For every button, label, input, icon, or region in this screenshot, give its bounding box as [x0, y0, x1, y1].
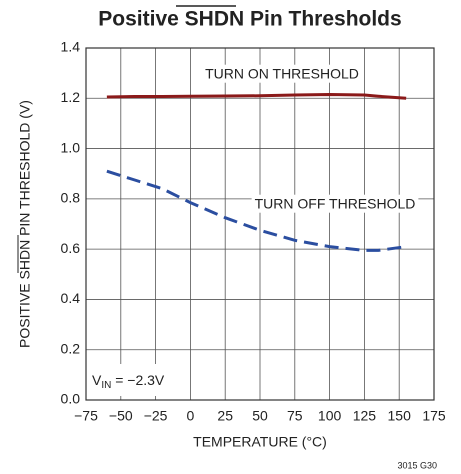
- series-label: TURN ON THRESHOLD: [205, 66, 359, 82]
- y-tick-label: 0.8: [61, 190, 81, 206]
- x-tick-label: 25: [217, 408, 233, 424]
- label-background: [202, 64, 362, 83]
- annotation-background: [87, 364, 169, 396]
- y-axis-label: POSITIVE SHDN PIN THRESHOLD (V): [17, 100, 33, 348]
- annotation: VIN = −2.3V: [92, 372, 165, 391]
- x-tick-label: −75: [74, 408, 98, 424]
- annotation-rest: = −2.3V: [111, 372, 165, 388]
- y-tick-label: 1.2: [61, 89, 81, 105]
- x-tick-label: 0: [187, 408, 195, 424]
- series-label: TURN OFF THRESHOLD: [255, 196, 416, 212]
- x-tick-label: 50: [252, 408, 268, 424]
- x-tick-label: 75: [287, 408, 303, 424]
- x-axis-label: TEMPERATURE (°C): [193, 434, 327, 450]
- x-tick-label: 150: [388, 408, 412, 424]
- line: [106, 169, 407, 252]
- y-tick-label: 0.4: [61, 290, 81, 306]
- x-tick-label: 100: [318, 408, 342, 424]
- annotation-base: V: [92, 372, 102, 388]
- y-tick-label: 0.6: [61, 240, 81, 256]
- x-tick-label: 175: [422, 408, 446, 424]
- x-tick-label: 125: [353, 408, 377, 424]
- y-tick-label: 0.2: [61, 340, 81, 356]
- annotation-sub: IN: [101, 380, 111, 391]
- y-tick-label: 1.0: [61, 139, 81, 155]
- footnote: 3015 G30: [397, 460, 437, 470]
- chart-title: Positive SHDN Pin Thresholds: [98, 8, 401, 31]
- x-tick-label: −50: [109, 408, 133, 424]
- y-tick-label: 1.4: [61, 39, 81, 55]
- x-tick-label: −25: [144, 408, 168, 424]
- line: [106, 93, 407, 100]
- plot-frame: [85, 47, 435, 401]
- y-tick-label: 0.0: [61, 391, 81, 407]
- label-background: [251, 194, 419, 213]
